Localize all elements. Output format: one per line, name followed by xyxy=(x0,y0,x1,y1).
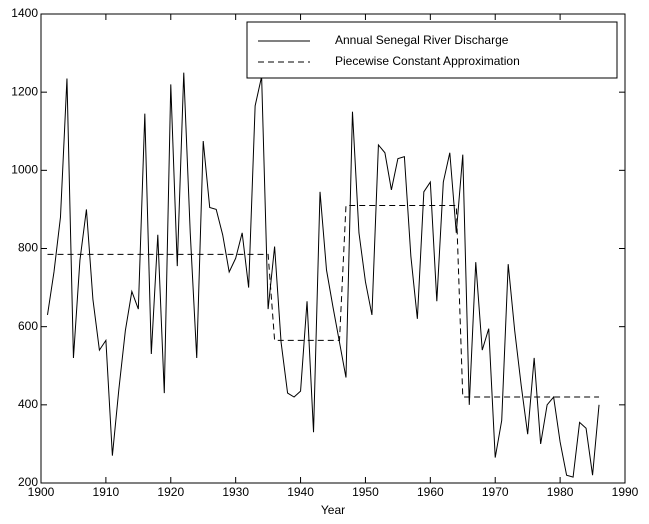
y-tick-label: 1200 xyxy=(11,84,38,98)
x-tick-label: 1930 xyxy=(222,485,249,499)
x-tick-label: 1990 xyxy=(612,485,639,499)
y-tick-label: 800 xyxy=(18,241,38,255)
y-tick-label: 200 xyxy=(18,475,38,489)
y-tick-label: 1000 xyxy=(11,163,38,177)
x-tick-label: 1910 xyxy=(93,485,120,499)
x-axis-label: Year xyxy=(321,503,345,517)
data-line xyxy=(47,205,600,398)
x-tick-label: 1950 xyxy=(352,485,379,499)
x-tick-label: 1940 xyxy=(287,485,314,499)
x-tick-label: 1970 xyxy=(482,485,509,499)
x-tick-label: 1920 xyxy=(157,485,184,499)
data-line xyxy=(46,72,600,478)
legend-box xyxy=(246,21,618,79)
legend-label: Annual Senegal River Discharge xyxy=(335,33,509,47)
x-tick-label: 1960 xyxy=(417,485,444,499)
y-tick-label: 600 xyxy=(18,319,38,333)
legend-label: Piecewise Constant Approximation xyxy=(335,54,520,68)
x-tick-label: 1900 xyxy=(28,485,55,499)
y-tick-label: 1400 xyxy=(11,6,38,20)
y-tick-label: 400 xyxy=(18,397,38,411)
x-tick-label: 1980 xyxy=(547,485,574,499)
